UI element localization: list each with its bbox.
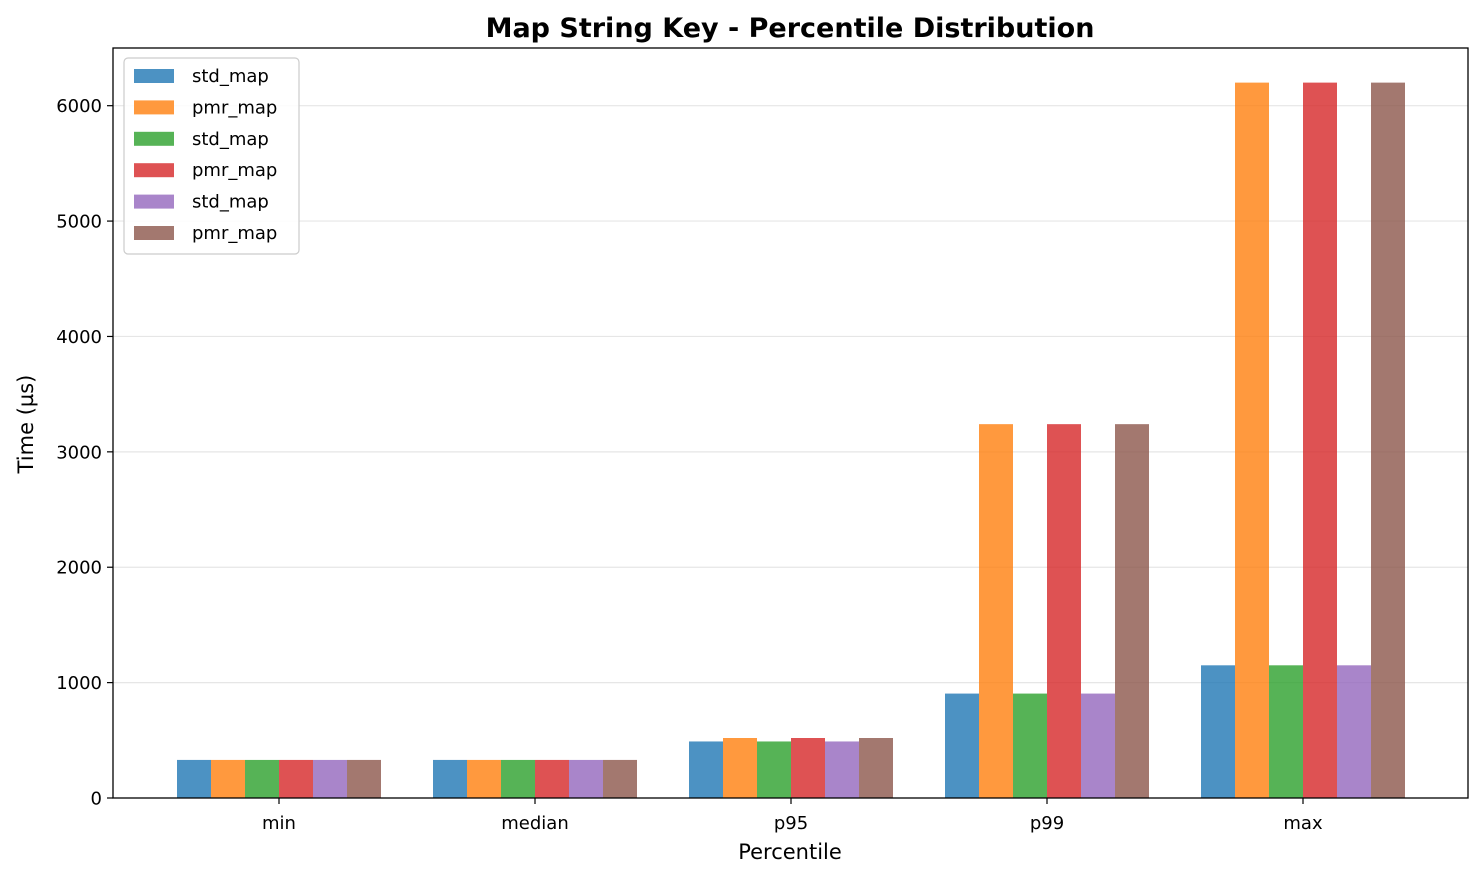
bar-pmr-map-median	[535, 759, 569, 798]
bar-pmr-map-min	[211, 759, 245, 798]
bar-pmr-map-min	[347, 759, 381, 798]
bar-std-map-max	[1337, 665, 1371, 798]
bar-pmr-map-p95	[791, 738, 825, 798]
bar-std-map-p99	[1013, 693, 1047, 798]
bar-std-map-median	[501, 759, 535, 798]
bar-pmr-map-median	[467, 759, 501, 798]
y-tick-label: 4000	[56, 327, 102, 348]
legend-label-0: std_map	[192, 66, 269, 87]
bar-std-map-p95	[825, 741, 859, 798]
bar-std-map-p95	[689, 741, 723, 798]
bar-std-map-median	[433, 759, 467, 798]
x-tick-label-median: median	[501, 813, 568, 834]
bar-pmr-map-p99	[1115, 424, 1149, 798]
y-tick-label: 1000	[56, 673, 102, 694]
y-axis-ticks: 0 1000 2000 3000 4000 5000 6000	[56, 96, 113, 810]
bar-pmr-map-median	[603, 759, 637, 798]
bar-std-map-p95	[757, 741, 791, 798]
bar-std-map-min	[177, 759, 211, 798]
x-tick-label-max: max	[1283, 813, 1323, 834]
legend-swatch-0	[134, 69, 174, 83]
bar-pmr-map-p95	[723, 738, 757, 798]
legend-label-3: pmr_map	[192, 160, 277, 181]
y-tick-label: 6000	[56, 96, 102, 117]
bar-std-map-max	[1269, 665, 1303, 798]
y-tick-label: 2000	[56, 558, 102, 579]
bar-std-map-p99	[945, 693, 979, 798]
legend-label-4: std_map	[192, 192, 269, 213]
bar-std-map-median	[569, 759, 603, 798]
legend-swatch-5	[134, 226, 174, 240]
legend-label-5: pmr_map	[192, 223, 277, 244]
x-axis-label: Percentile	[738, 840, 842, 864]
bars	[177, 82, 1405, 799]
legend-label-2: std_map	[192, 129, 269, 150]
y-tick-label: 5000	[56, 212, 102, 233]
x-tick-label-min: min	[262, 813, 296, 834]
x-axis-ticks: min median p95 p99 max	[262, 798, 1323, 834]
bar-std-map-p99	[1081, 693, 1115, 798]
legend-swatch-3	[134, 163, 174, 178]
chart-title: Map String Key - Percentile Distribution	[486, 13, 1095, 44]
y-tick-label: 0	[91, 789, 102, 810]
bar-pmr-map-p95	[859, 738, 893, 798]
bar-pmr-map-max	[1371, 82, 1405, 799]
bar-std-map-min	[313, 759, 347, 798]
x-tick-label-p99: p99	[1030, 813, 1064, 834]
legend-swatch-1	[134, 100, 174, 115]
bar-pmr-map-max	[1235, 82, 1269, 799]
bar-pmr-map-p99	[979, 424, 1013, 798]
bar-std-map-max	[1201, 665, 1235, 798]
y-axis-label: Time (µs)	[14, 375, 38, 475]
legend-swatch-2	[134, 131, 174, 146]
y-tick-label: 3000	[56, 442, 102, 463]
legend-label-1: pmr_map	[192, 97, 277, 118]
legend: std_map pmr_map std_map pmr_map std_map pmr_m…	[123, 57, 300, 255]
bar-pmr-map-p99	[1047, 424, 1081, 798]
bar-pmr-map-min	[279, 759, 313, 798]
legend-swatch-4	[134, 194, 174, 209]
bar-std-map-min	[245, 759, 279, 798]
bar-pmr-map-max	[1303, 82, 1337, 799]
x-tick-label-p95: p95	[774, 813, 808, 834]
